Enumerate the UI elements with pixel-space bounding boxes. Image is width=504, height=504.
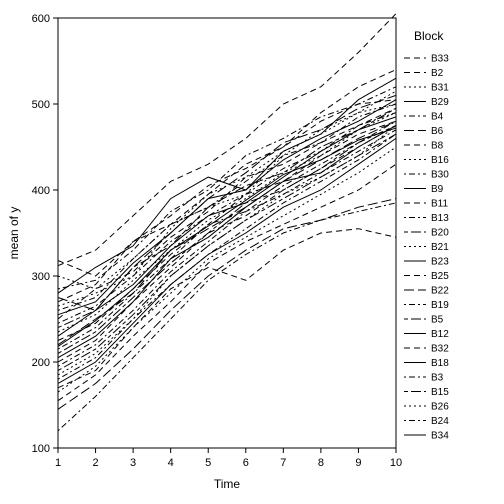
legend-label: B30 xyxy=(431,170,449,181)
series-B25 xyxy=(58,121,396,340)
legend-label: B33 xyxy=(431,54,449,65)
legend-label: B2 xyxy=(431,68,444,79)
y-axis-label: mean of y xyxy=(7,207,21,260)
legend-label: B9 xyxy=(431,184,444,195)
legend-label: B22 xyxy=(431,286,449,297)
x-tick-label: 10 xyxy=(390,457,402,469)
series-B3 xyxy=(58,130,396,366)
series-B8 xyxy=(58,100,396,302)
legend-label: B16 xyxy=(431,155,449,166)
x-tick-label: 8 xyxy=(318,457,324,469)
x-tick-label: 9 xyxy=(355,457,361,469)
legend-label: B29 xyxy=(431,97,449,108)
legend-label: B15 xyxy=(431,387,449,398)
x-tick-label: 2 xyxy=(92,457,98,469)
legend-label: B6 xyxy=(431,126,444,137)
series-B29 xyxy=(58,78,396,293)
x-tick-label: 5 xyxy=(205,457,211,469)
series-B24 xyxy=(58,134,396,379)
legend-label: B13 xyxy=(431,213,449,224)
legend-label: B24 xyxy=(431,416,449,427)
legend-label: B5 xyxy=(431,315,444,326)
y-tick-label: 600 xyxy=(32,13,50,25)
legend-label: B12 xyxy=(431,329,449,340)
series-B18 xyxy=(58,128,396,346)
x-tick-label: 4 xyxy=(168,457,174,469)
series-B5 xyxy=(58,126,396,354)
legend-label: B18 xyxy=(431,358,449,369)
series-B33 xyxy=(58,14,396,266)
legend-label: B20 xyxy=(431,228,449,239)
x-tick-label: 7 xyxy=(280,457,286,469)
y-tick-label: 300 xyxy=(32,271,50,283)
legend-title: Block xyxy=(414,29,444,43)
legend-label: B21 xyxy=(431,242,449,253)
x-tick-label: 1 xyxy=(55,457,61,469)
legend-label: B19 xyxy=(431,300,449,311)
series-E4 xyxy=(58,203,396,431)
series-B4 xyxy=(58,87,396,289)
y-tick-label: 400 xyxy=(32,185,50,197)
y-tick-label: 200 xyxy=(32,357,50,369)
y-tick-label: 100 xyxy=(32,443,50,455)
legend-label: B11 xyxy=(431,199,448,210)
line-chart: 1 2 3 4 5 6 7 8 9 10 100 200 300 400 500 600 Time mean of… xyxy=(0,0,504,504)
legend-label: B4 xyxy=(431,112,444,123)
legend-label: B34 xyxy=(431,431,449,442)
y-tick-label: 500 xyxy=(32,99,50,111)
series-B19 xyxy=(58,121,396,349)
legend-label: B32 xyxy=(431,344,449,355)
plot-area xyxy=(58,18,396,448)
legend-label: B3 xyxy=(431,373,444,384)
series-B34 xyxy=(58,138,396,383)
legend-label: B25 xyxy=(431,271,449,282)
legend-label: B8 xyxy=(431,141,444,152)
series-B31 xyxy=(58,91,396,289)
series-B22 xyxy=(58,121,396,345)
x-axis-label: Time xyxy=(214,477,241,491)
x-tick-label: 6 xyxy=(243,457,249,469)
legend-label: B23 xyxy=(431,257,449,268)
series-E3 xyxy=(58,199,396,410)
legend-label: B26 xyxy=(431,402,449,413)
legend-label: B31 xyxy=(431,83,449,94)
x-tick-label: 3 xyxy=(130,457,136,469)
